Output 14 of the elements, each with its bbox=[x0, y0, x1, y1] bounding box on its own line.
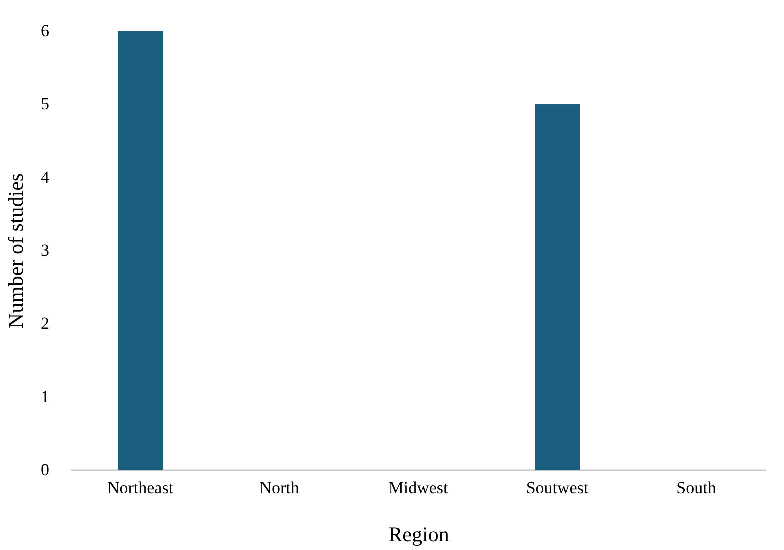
x-tick-label: South bbox=[676, 478, 717, 498]
y-tick-label: 6 bbox=[41, 22, 50, 40]
x-tick-label: North bbox=[260, 478, 300, 498]
y-tick-label: 2 bbox=[41, 314, 50, 334]
y-tick-label: 1 bbox=[41, 387, 50, 406]
x-axis-title: Region bbox=[388, 522, 450, 546]
x-tick-label: Midwest bbox=[388, 478, 449, 498]
y-tick-label: 4 bbox=[41, 168, 50, 187]
x-tick-label: Soutwest bbox=[526, 478, 589, 498]
y-axis-title: Number of studies bbox=[4, 173, 28, 329]
y-tick-label: 5 bbox=[41, 94, 50, 114]
x-tick-label: Northeast bbox=[107, 478, 174, 498]
y-tick-label: 0 bbox=[41, 460, 50, 480]
y-tick-label: 3 bbox=[41, 241, 50, 260]
